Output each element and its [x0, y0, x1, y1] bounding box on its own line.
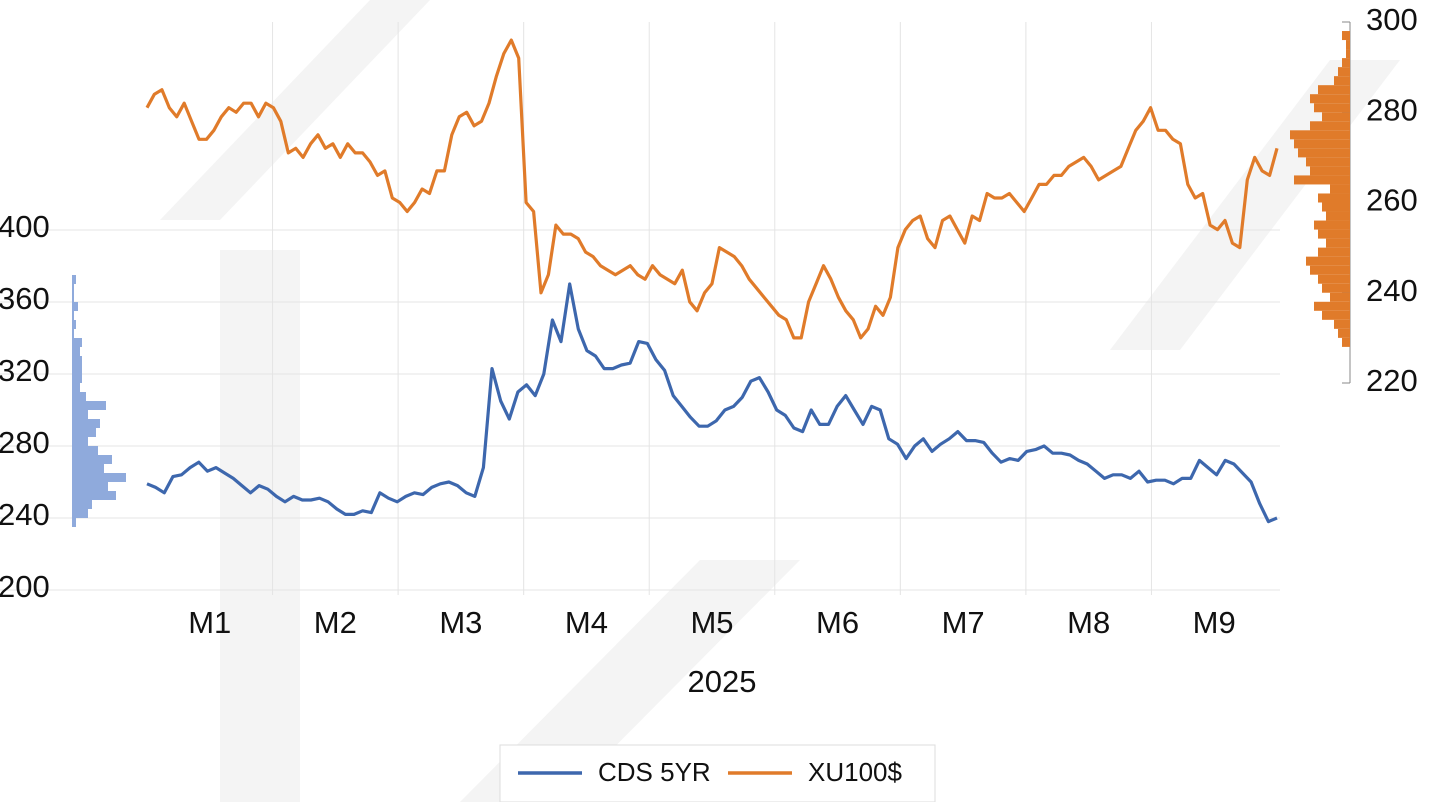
histogram-bar: [1342, 58, 1350, 68]
histogram-bar: [72, 500, 92, 509]
histogram-bar: [72, 338, 82, 347]
y2-tick-label: 220: [1366, 363, 1418, 398]
y2-tick-label: 260: [1366, 183, 1418, 218]
x-tick-label: M9: [1193, 605, 1236, 640]
histogram-bar: [72, 320, 76, 329]
histogram-bar: [1318, 274, 1350, 284]
histogram-bar: [72, 455, 112, 464]
series-line: [145, 38, 1279, 340]
histogram-bar: [1322, 283, 1350, 293]
x-tick-label: M3: [439, 605, 482, 640]
histogram-bar: [1298, 148, 1350, 158]
histogram-bar: [72, 464, 104, 473]
histogram-bar: [72, 428, 96, 437]
histogram-bar: [1318, 85, 1350, 95]
histogram-bar: [1326, 238, 1350, 248]
histogram-bar: [1318, 229, 1350, 239]
histogram-bar: [1294, 139, 1350, 149]
histogram-bar: [1306, 157, 1350, 167]
histogram-bar: [72, 509, 88, 518]
histogram-bar: [72, 518, 76, 527]
histogram-bar: [1318, 247, 1350, 257]
y2-tick-label: 240: [1366, 273, 1418, 308]
legend-label: CDS 5YR: [598, 757, 711, 787]
histogram-bar: [72, 284, 74, 293]
histogram-bar: [72, 374, 82, 383]
histogram-bar: [1310, 121, 1350, 131]
histogram-bar: [1334, 319, 1350, 329]
histogram-bar: [1346, 49, 1350, 59]
x-tick-label: M1: [188, 605, 231, 640]
y-tick-label: 400: [0, 209, 50, 244]
histogram-bar: [1342, 337, 1350, 347]
histogram-bar: [72, 437, 88, 446]
histogram-bar: [1346, 40, 1350, 50]
histogram-bar: [1310, 94, 1350, 104]
legend-label: XU100$: [808, 757, 902, 787]
watermark: [160, 0, 1400, 802]
y-tick-label: 200: [0, 569, 50, 604]
x-tick-label: M7: [942, 605, 985, 640]
y-tick-label: 360: [0, 281, 50, 316]
histogram-bar: [72, 473, 126, 482]
histogram-bar: [1314, 103, 1350, 113]
histogram-bar: [72, 419, 100, 428]
histogram-bar: [72, 347, 80, 356]
histogram-bar: [72, 383, 80, 392]
histogram-bar: [1338, 328, 1350, 338]
histogram-bar: [1306, 256, 1350, 266]
histogram-bar: [72, 410, 88, 419]
histogram-bar: [1330, 292, 1350, 302]
histogram-bar: [1322, 310, 1350, 320]
x-tick-label: M8: [1067, 605, 1110, 640]
y2-tick-label: 280: [1366, 92, 1418, 127]
histogram-bar: [1338, 67, 1350, 77]
y-tick-label: 320: [0, 353, 50, 388]
histogram-bar: [1294, 175, 1350, 185]
y-tick-label: 240: [0, 497, 50, 532]
histogram-bar: [72, 311, 74, 320]
histogram-bar: [1334, 76, 1350, 86]
histogram-bar: [72, 275, 76, 284]
x-tick-label: M5: [690, 605, 733, 640]
x-tick-label: M6: [816, 605, 859, 640]
histogram-bar: [1330, 184, 1350, 194]
histogram-bar: [72, 446, 98, 455]
histogram-bar: [1322, 202, 1350, 212]
x-axis-title: 2025: [688, 664, 757, 699]
y-tick-label: 280: [0, 425, 50, 460]
x-tick-label: M4: [565, 605, 608, 640]
histogram-bar: [1314, 220, 1350, 230]
histogram-bar: [72, 392, 86, 401]
histogram-bar: [1310, 265, 1350, 275]
histogram-bar: [1318, 193, 1350, 203]
histogram-bar: [72, 356, 82, 365]
histogram-bar: [72, 293, 74, 302]
histogram-bar: [1342, 31, 1350, 41]
x-tick-label: M2: [314, 605, 357, 640]
histogram-bar: [1322, 112, 1350, 122]
histogram-bar: [72, 491, 116, 500]
series-line: [146, 282, 1278, 524]
histogram-bar: [1290, 130, 1350, 140]
histogram-bar: [72, 329, 74, 338]
histogram-bar: [72, 365, 82, 374]
histogram-bar: [72, 482, 108, 491]
histogram-bar: [1326, 211, 1350, 221]
histogram-bar: [1314, 301, 1350, 311]
histogram-bar: [72, 401, 106, 410]
y2-tick-label: 300: [1366, 2, 1418, 37]
histogram-bar: [72, 302, 78, 311]
histogram-bar: [1310, 166, 1350, 176]
